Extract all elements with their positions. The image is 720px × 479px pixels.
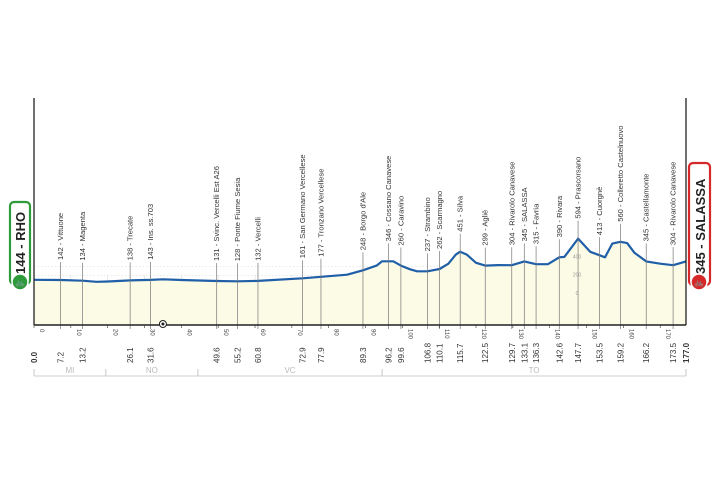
km-tick-label: 100 [406,329,412,340]
profile-fill [34,238,686,325]
waypoint-distance: 129.7 [508,342,517,363]
waypoint-label: 315 - Favria [532,203,541,244]
waypoint-distance: 153.5 [595,342,604,363]
waypoint-distance: 13.2 [79,347,88,363]
km-tick-label: 70 [296,329,302,336]
svg-text:🚲: 🚲 [694,278,704,287]
waypoints: 142 - Vittuone 134 - Magenta 138 - Trecate… [56,126,678,329]
target-icon-center [161,322,165,326]
region-label: NO [146,366,158,375]
waypoint-distance: 173.5 [669,342,678,363]
bicycle-icon [690,273,708,291]
waypoint-label: 177 - Tronzano Vercellese [316,169,325,257]
waypoint-distance: 122.5 [481,342,490,363]
waypoint-distance: 26.1 [126,347,135,363]
waypoint-label: 390 - Rivara [555,195,564,237]
profile-line [33,237,687,283]
waypoint-label: 237 - Strambino [423,197,432,251]
km-tick-label: 0 [38,329,44,333]
km-tick-label: 30 [149,329,155,336]
waypoint-label: 134 - Magenta [78,211,87,261]
waypoint-distance: 159.2 [616,342,625,363]
waypoint-label: 132 - Vercelli [253,217,262,261]
km-tick-label: 40 [185,329,191,336]
bicycle-icon [11,273,29,291]
waypoint-distance: 106.8 [423,342,432,363]
waypoint-label: 260 - Caravino [396,196,405,246]
waypoint-distance: 7.2 [57,351,66,363]
waypoint-distance: 31.6 [146,347,155,363]
waypoint-label: 161 - San Germano Vercellese [298,154,307,258]
waypoint-label: 304 - Rivarolo Canavese [507,162,516,246]
svg-text:🚲: 🚲 [15,278,25,287]
waypoint-label: 345 - SALASSA [520,186,529,241]
start-distance: 0.0 [30,351,39,363]
waypoint-label: 304 - Rivarolo Canavese [669,162,678,246]
waypoint-distance: 96.2 [384,347,393,363]
waypoint-label: 413 - Cuorgnè [595,187,604,236]
km-tick-label: 110 [443,329,449,339]
elevation-tick-label: 400 [573,254,582,260]
finish-label: 345 - SALASSA [693,178,708,274]
elevation-tick-label: 200 [573,273,582,279]
waypoint-distance: 89.3 [359,347,368,363]
km-tick-label: 60 [259,329,265,336]
waypoint-distance: 136.3 [532,342,541,363]
km-tick-label: 170 [664,329,670,340]
waypoint-distance: 55.2 [233,347,242,363]
km-tick-label: 80 [333,329,339,336]
waypoint-label: 128 - Ponte Fiume Sesia [233,177,242,261]
region-label: TO [529,366,540,375]
waypoint-distance: 60.8 [254,347,263,363]
waypoint-distance: 115.7 [456,343,465,363]
region-label: MI [65,366,74,375]
waypoint-label: 143 - Ins. ss.703 [146,204,155,260]
km-tick-label: 10 [75,329,81,336]
km-tick-label: 90 [370,329,376,336]
waypoint-label: 346 - Cossano Canavese [384,156,393,242]
start-label: 144 - RHO [13,212,28,274]
km-tick-label: 140 [554,329,560,340]
waypoint-label: 138 - Trecate [126,216,135,261]
region-label: VC [284,366,295,375]
badges: 144 - RHO 🚲 345 - SALASSA 🚲 [8,161,712,291]
finish-badge: 345 - SALASSA 🚲 [687,161,712,291]
waypoint-label: 142 - Vittuone [56,213,65,260]
waypoint-label: 299 - Agliè [481,210,490,246]
waypoint-distance: 72.9 [299,347,308,363]
waypoint-distance: 147.7 [574,342,583,363]
region-bar: MI NO VC TO [33,366,687,377]
waypoint-label: 262 - Scarmagno [435,191,444,249]
waypoint-distance: 49.6 [213,347,222,363]
waypoint-label: 345 - Castellamonte [642,173,651,241]
waypoint-distance: 77.9 [317,347,326,363]
km-tick-label: 20 [112,329,118,336]
waypoint-label: 594 - Prascorsano [574,157,583,219]
waypoint-label: 560 - Colleretto Castelnuovo [616,126,625,222]
waypoint-distance: 110.1 [436,343,445,363]
elevation-tick-label: 0 [576,291,579,297]
finish-distance: 177.0 [682,342,691,363]
waypoint-distance: 99.6 [397,347,406,363]
km-tick-label: 50 [222,329,228,336]
waypoint-label: 248 - Borgo d'Ale [358,192,367,250]
km-tick-label: 120 [480,329,486,340]
start-badge: 144 - RHO 🚲 [8,200,32,291]
waypoint-distance: 133.1 [520,342,529,363]
waypoint-distance: 142.6 [555,342,564,363]
waypoint-distance: 166.2 [642,342,651,363]
km-tick-label: 130 [517,329,523,340]
km-tick-label: 150 [591,329,597,340]
waypoint-label: 451 - Silva [456,195,465,232]
km-tick-label: 160 [627,329,633,340]
profile-area [33,237,687,325]
waypoint-label: 131 - Svinc. Vercelli Est A26 [212,166,221,261]
